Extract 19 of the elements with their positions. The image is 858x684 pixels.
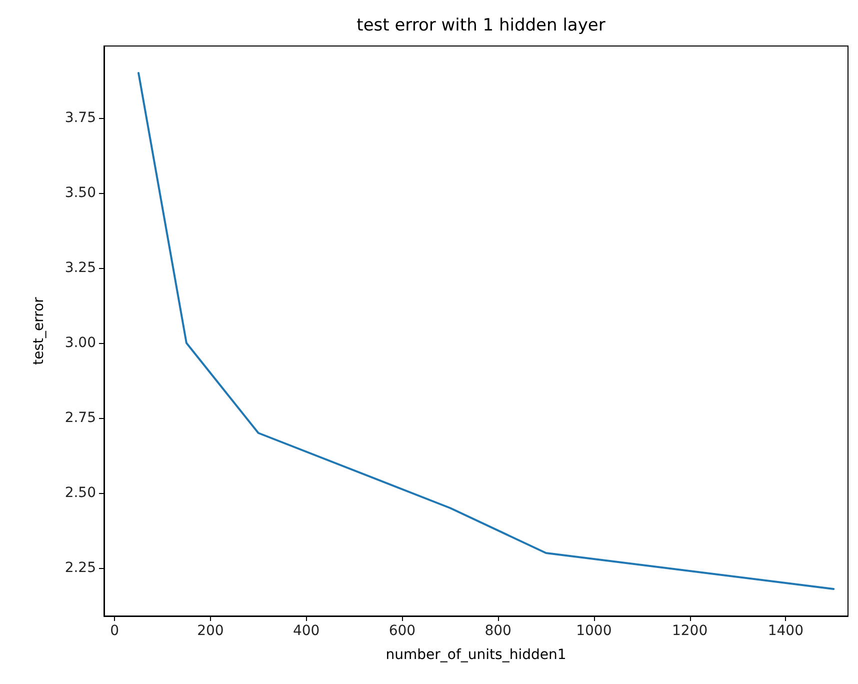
y-tick-label: 2.75 <box>64 410 96 426</box>
x-tick-label: 600 <box>388 623 416 639</box>
y-tick-label: 3.50 <box>64 185 96 201</box>
x-tick-label: 1400 <box>768 623 804 639</box>
x-tick-label: 0 <box>110 623 120 639</box>
y-tick-label: 2.50 <box>64 485 96 501</box>
x-tick-label: 800 <box>484 623 512 639</box>
y-tick-label: 2.25 <box>64 560 96 576</box>
line-series <box>138 72 835 590</box>
x-tick-label: 1000 <box>576 623 612 639</box>
x-tick-label: 200 <box>197 623 224 639</box>
x-tick-label: 400 <box>292 623 320 639</box>
x-tick-label: 1200 <box>672 623 708 639</box>
x-axis-title: number_of_units_hidden1 <box>386 647 566 663</box>
chart-title: test error with 1 hidden layer <box>356 16 606 36</box>
y-tick-label: 3.75 <box>64 110 96 126</box>
y-tick-label: 3.00 <box>64 335 96 351</box>
y-tick-label: 3.25 <box>64 260 96 276</box>
y-axis-title: test_error <box>31 296 47 365</box>
